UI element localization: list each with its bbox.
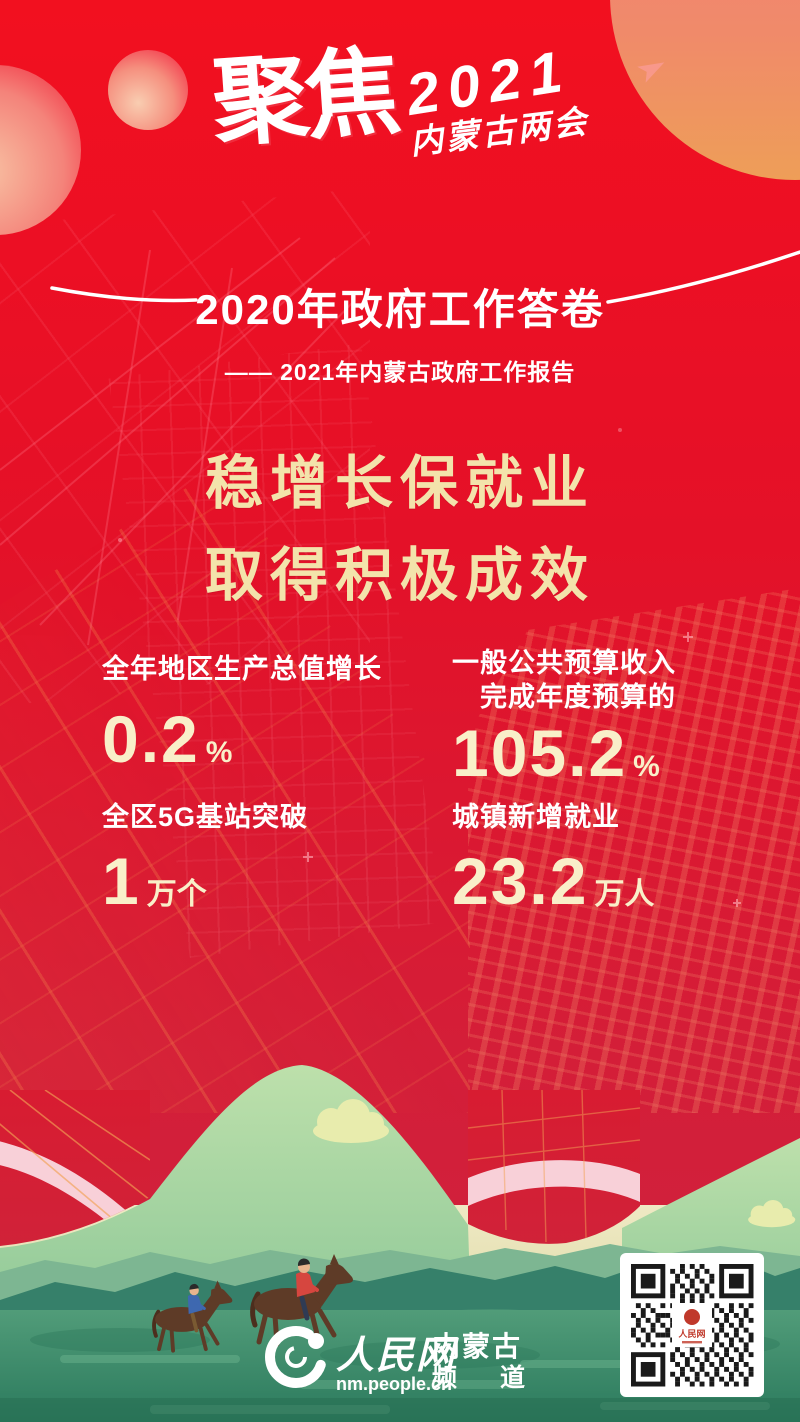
horse-rider-small [152,1280,233,1353]
page-subtitle: —— 2021年内蒙古政府工作报告 [224,359,576,385]
channel-suffix: 频 道 [432,1363,543,1392]
stat-label-line2: 完成年度预算的 [480,682,676,712]
horse-rider-large [250,1254,353,1347]
stat-budget-revenue: 一般公共预算收入 完成年度预算的 105.2% [452,646,676,786]
site-name: 人民网 [336,1335,459,1377]
headline: 稳增长保就业 取得积极成效 [0,438,800,622]
paper-plane-icon [637,62,665,83]
ribbon-middle [468,1160,640,1206]
title-block: 2020年政府工作答卷 —— 2021年内蒙古政府工作报告 [0,276,800,387]
stat-gdp-growth: 全年地区生产总值增长 0.2% [102,652,382,772]
stat-5g-stations: 全区5G基站突破 1 万个 [102,800,308,914]
stat-label: 一般公共预算收入 [452,648,676,678]
stat-value: 1 万个 [102,844,207,918]
crescent-icon [265,1326,327,1388]
perspective-wireframe [0,237,356,646]
cloud [313,1099,796,1228]
gradient-circle-small [108,50,188,130]
headline-line2: 取得积极成效 [204,543,595,608]
title-flourish-right [606,250,800,304]
stat-value: 23.2 万人 [452,844,655,918]
headline-line1: 稳增长保就业 [204,451,595,516]
stat-label: 全年地区生产总值增长 [102,654,382,684]
stat-value: 105.2% [452,716,660,790]
background-art [0,0,800,907]
stat-label: 城镇新增就业 [452,802,620,832]
stat-label: 全区5G基站突破 [102,802,309,832]
valley-middle [468,1090,640,1244]
peoples-daily-logo: 人民网 nm.people.cn 内蒙古 频 道 [265,1326,543,1394]
sparkles [118,428,741,907]
site-url: nm.people.cn [336,1374,452,1394]
event-logo-focus: 聚焦 [209,38,401,158]
stat-value: 0.2% [102,702,233,776]
channel-name: 内蒙古 [432,1331,522,1362]
title-flourish-left [50,286,198,303]
stat-new-jobs: 城镇新增就业 23.2 万人 [452,800,654,914]
valley-left [0,1090,150,1246]
qr-code: 人民网 [620,1253,764,1397]
page-title: 2020年政府工作答卷 [195,286,605,333]
bottom-scene: 人民网 nm.people.cn 内蒙古 频 道 人民网 [0,1065,800,1422]
svg-text:人民网: 人民网 [677,1328,705,1339]
ribbon-left [0,1138,150,1246]
event-logo-right: 2021 内蒙古两会 [402,38,591,161]
gradient-circle-large [0,65,81,235]
qr-center-logo: 人民网 [672,1303,712,1347]
sun-circle [610,0,800,180]
